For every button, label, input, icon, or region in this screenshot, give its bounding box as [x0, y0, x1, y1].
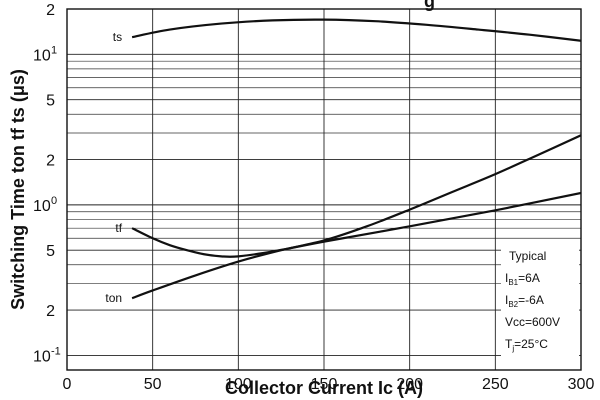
y-tick-label: 10 — [33, 348, 51, 365]
plot-frame — [66, 8, 582, 371]
y-tick-label: 2 — [46, 303, 55, 320]
x-tick-label: 50 — [144, 376, 162, 393]
series-line-ts — [131, 18, 581, 42]
annotation-line: IB1=6A — [505, 271, 540, 287]
y-tick-label: 5 — [46, 93, 55, 110]
chart-title-fragment: g — [424, 0, 435, 11]
annotation-box — [501, 245, 579, 367]
x-tick-label: 150 — [311, 376, 338, 393]
series-line-tf — [131, 191, 581, 258]
y-tick-label: 5 — [46, 243, 55, 260]
y-tick-label: 10 — [33, 198, 51, 215]
series-label-ts: ts — [113, 30, 122, 44]
y-tick-label: 2 — [46, 2, 55, 19]
annotation-line: Typical — [509, 249, 546, 263]
annotation-line: Tj=25°C — [505, 337, 548, 353]
y-tick-exponent: 1 — [51, 44, 57, 56]
x-tick-label: 250 — [482, 376, 509, 393]
x-tick-label: 200 — [396, 376, 423, 393]
series-label-tf: tf — [115, 221, 122, 235]
y-tick-exponent: -1 — [51, 345, 61, 357]
y-tick-label: 2 — [46, 153, 55, 170]
annotation-line: IB2=-6A — [505, 293, 544, 309]
x-tick-label: 100 — [225, 376, 252, 393]
series-line-ton — [131, 134, 581, 300]
y-tick-exponent: 0 — [51, 195, 57, 207]
annotation-line: Vcc=600V — [505, 315, 560, 329]
x-tick-label: 300 — [568, 376, 595, 393]
x-axis-label: Collector Current Ic (A) — [225, 378, 423, 398]
y-tick-label: 10 — [33, 47, 51, 64]
series-label-ton: ton — [105, 291, 122, 305]
y-axis-label: Switching Time ton tf ts (μs) — [8, 69, 28, 310]
x-tick-label: 0 — [63, 376, 72, 393]
